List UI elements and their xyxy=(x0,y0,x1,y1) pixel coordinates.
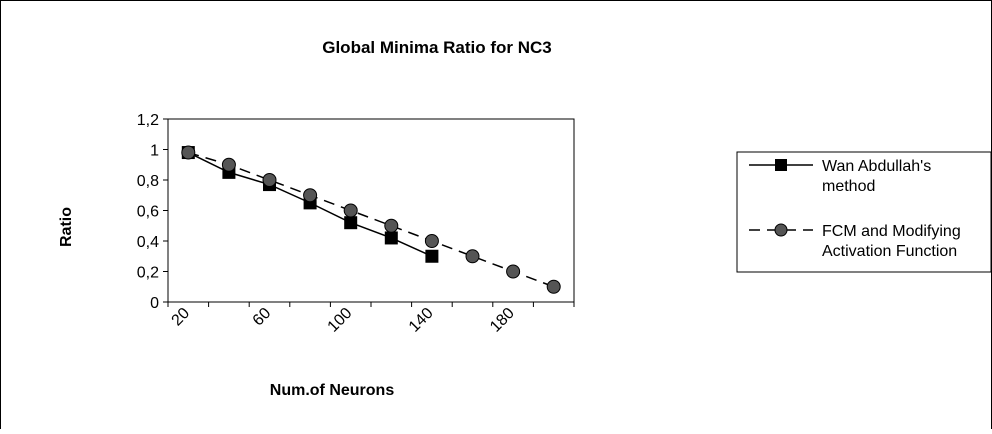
data-point-wan-abdullah xyxy=(425,249,439,263)
x-axis-title: Num.of Neurons xyxy=(270,382,395,399)
data-point-wan-abdullah xyxy=(384,231,398,245)
data-point-fcm xyxy=(303,188,318,203)
data-point-fcm xyxy=(221,157,236,172)
data-point-fcm xyxy=(506,264,521,279)
x-tick-label: 180 xyxy=(487,305,518,336)
y-tick-label: 1 xyxy=(150,143,159,160)
y-axis-title: Ratio xyxy=(58,207,75,247)
legend-marker-fcm xyxy=(774,223,788,237)
x-tick-label: 20 xyxy=(169,305,194,330)
y-axis: 0 0,2 0,4 0,6 0,8 1 1,2 xyxy=(137,112,168,312)
legend-label-wan-abdullah-line2: method xyxy=(822,178,875,195)
data-point-wan-abdullah xyxy=(344,216,358,230)
y-tick-label: 0,6 xyxy=(137,204,159,221)
legend-label-fcm-line1: FCM and Modifying xyxy=(822,223,961,240)
y-tick-label: 1,2 xyxy=(137,112,159,129)
y-tick-label: 0 xyxy=(150,295,159,312)
legend: Wan Abdullah's method FCM and Modifying … xyxy=(736,151,992,273)
series-line-2 xyxy=(188,151,554,288)
data-point-fcm xyxy=(384,218,399,233)
data-point-fcm xyxy=(262,173,277,187)
legend-label-wan-abdullah-line1: Wan Abdullah's xyxy=(822,158,931,175)
x-tick-label: 60 xyxy=(250,305,275,330)
legend-marker-wan-abdullah xyxy=(775,159,787,171)
data-point-fcm xyxy=(465,249,480,264)
y-tick-label: 0,8 xyxy=(137,173,159,190)
y-tick-label: 0,4 xyxy=(137,234,159,251)
data-point-fcm xyxy=(424,234,439,248)
data-point-fcm xyxy=(343,203,358,218)
y-tick-label: 0,2 xyxy=(137,265,159,282)
series-layer xyxy=(181,145,561,294)
x-axis: 20 60 100 140 180 xyxy=(167,302,575,336)
data-point-fcm xyxy=(546,279,561,294)
x-tick-label: 140 xyxy=(406,305,437,336)
legend-label-fcm-line2: Activation Function xyxy=(822,243,957,260)
chart-title: Global Minima Ratio for NC3 xyxy=(322,38,552,57)
data-point-fcm xyxy=(181,145,196,160)
x-tick-label: 100 xyxy=(325,305,356,336)
